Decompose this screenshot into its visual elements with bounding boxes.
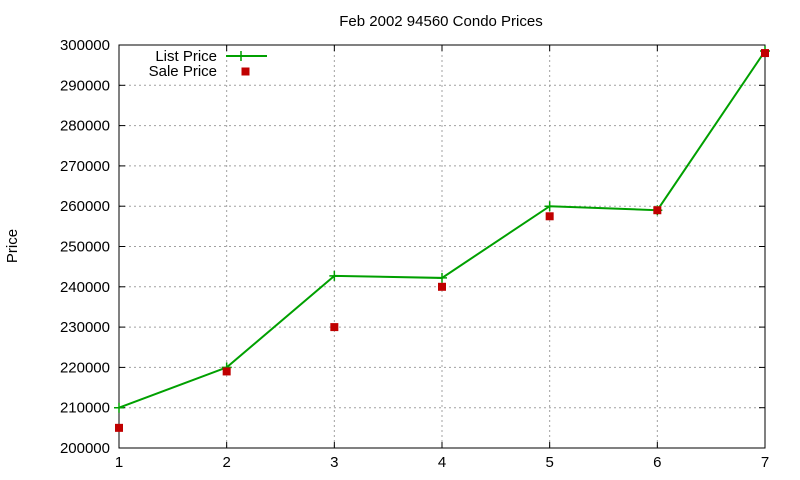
chart-title: Feb 2002 94560 Condo Prices bbox=[339, 13, 542, 30]
data-point-sale-price bbox=[330, 323, 339, 332]
legend-label-list-price: List Price bbox=[155, 48, 217, 65]
y-tick-label: 270000 bbox=[60, 158, 110, 175]
y-tick-label: 250000 bbox=[60, 239, 110, 256]
y-tick-label: 280000 bbox=[60, 118, 110, 135]
x-tick-label: 4 bbox=[438, 454, 446, 471]
x-tick-label: 7 bbox=[761, 454, 769, 471]
y-tick-label: 200000 bbox=[60, 440, 110, 457]
series-line-list-price bbox=[118, 50, 766, 409]
y-tick-label: 290000 bbox=[60, 77, 110, 94]
y-tick-label: 240000 bbox=[60, 279, 110, 296]
x-tick-label: 5 bbox=[545, 454, 553, 471]
series-layer bbox=[114, 46, 770, 432]
data-point-sale-price bbox=[761, 49, 769, 58]
x-tick-label: 6 bbox=[653, 454, 661, 471]
legend-marker-list-price bbox=[236, 51, 246, 61]
data-point-sale-price bbox=[438, 282, 446, 291]
data-point-sale-price bbox=[222, 367, 231, 376]
data-point-list-price bbox=[329, 270, 340, 281]
data-point-sale-price bbox=[653, 206, 662, 215]
y-tick-label: 220000 bbox=[60, 359, 110, 376]
legend-label-sale-price: Sale Price bbox=[149, 63, 217, 80]
data-point-list-price bbox=[114, 402, 124, 413]
y-tick-label: 300000 bbox=[60, 37, 110, 54]
y-axis-label: Price bbox=[4, 229, 21, 263]
legend-marker-sale-price bbox=[241, 67, 250, 76]
tick-layer: 200000 210000 220000 230000 240000 250000 2600… bbox=[60, 37, 769, 471]
x-tick-label: 3 bbox=[330, 454, 338, 471]
y-tick-label: 230000 bbox=[60, 319, 110, 336]
data-point-list-price bbox=[437, 272, 447, 283]
x-tick-label: 2 bbox=[222, 454, 230, 471]
data-point-sale-price bbox=[545, 212, 554, 221]
x-tick-label: 1 bbox=[115, 454, 123, 471]
legend: List Price Sale Price bbox=[149, 48, 267, 80]
data-point-list-price bbox=[544, 201, 555, 212]
y-tick-label: 260000 bbox=[60, 198, 110, 215]
data-point-sale-price bbox=[115, 423, 123, 432]
y-tick-label: 210000 bbox=[60, 400, 110, 417]
grid-layer bbox=[119, 45, 765, 448]
